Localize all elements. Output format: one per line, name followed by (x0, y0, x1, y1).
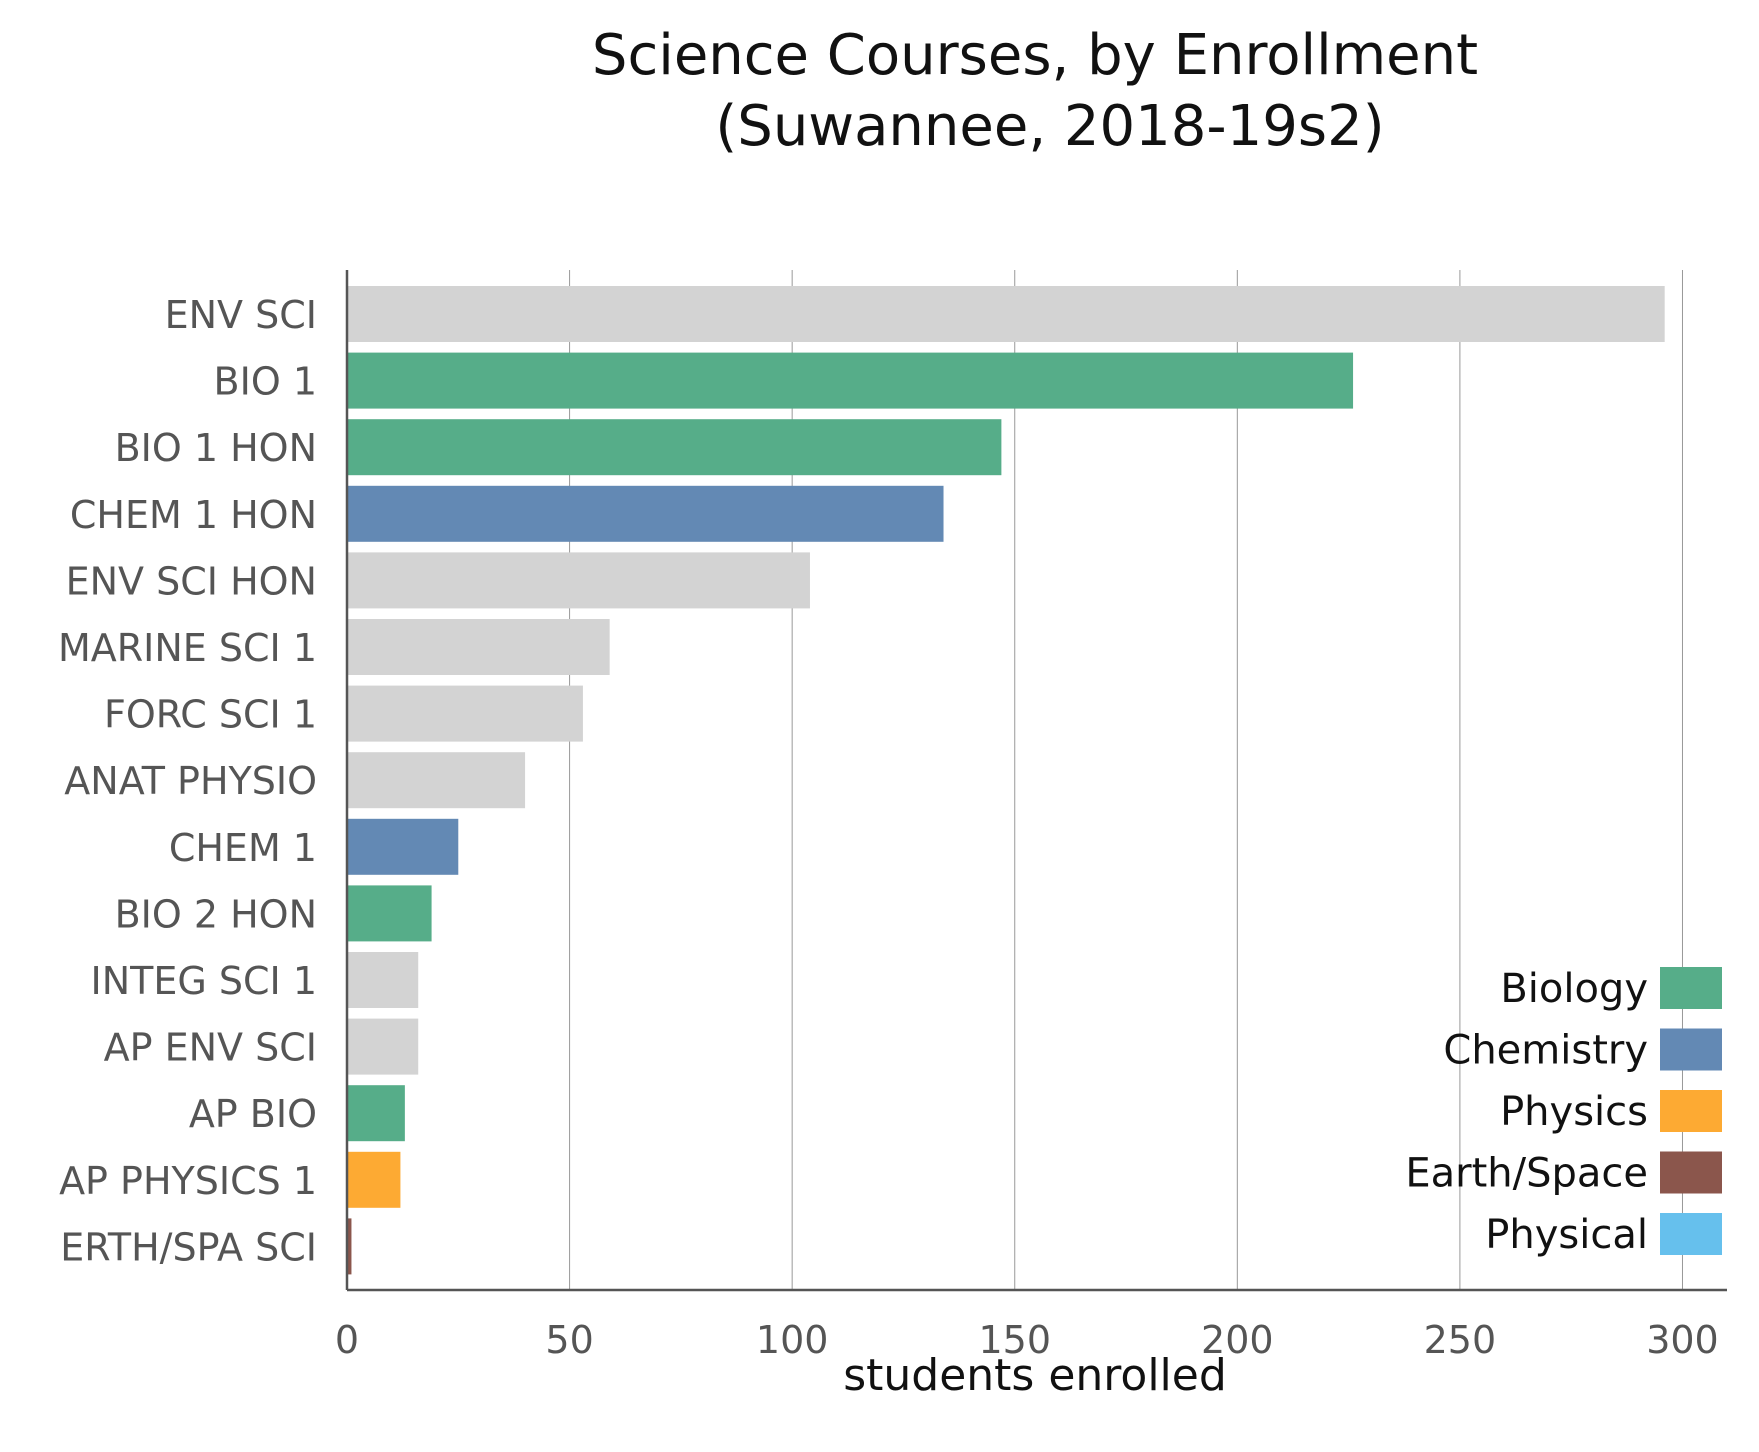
x-tick-label-0: 0 (335, 1318, 359, 1362)
x-tick-labels: 0 50 100 150 200 250 300 (335, 1318, 1719, 1362)
x-tick-label-300: 300 (1646, 1318, 1719, 1362)
bar-ap-physics-1 (347, 1151, 401, 1208)
category-label: BIO 1 (214, 360, 317, 404)
legend-swatch-physical (1660, 1213, 1722, 1255)
bar-bio-2-hon (347, 885, 432, 942)
bar-env-sci-hon (347, 552, 810, 609)
bar-erth-spa-sci (347, 1218, 352, 1275)
category-label: ENV SCI HON (66, 559, 317, 603)
legend-swatch-physics (1660, 1090, 1722, 1132)
axes (345, 270, 1727, 1292)
bar-chem-1-hon (347, 485, 944, 542)
category-label: ERTH/SPA SCI (60, 1225, 317, 1269)
category-label: CHEM 1 HON (70, 493, 317, 537)
x-tick-label-150: 150 (978, 1318, 1051, 1362)
legend: Biology Chemistry Physics Earth/Space Physic… (1405, 966, 1722, 1258)
legend-swatch-earth-space (1660, 1151, 1722, 1194)
x-tick-label-200: 200 (1201, 1318, 1274, 1362)
category-label: AP ENV SCI (104, 1026, 317, 1070)
x-tick-label-100: 100 (756, 1318, 829, 1362)
category-label: ENV SCI (165, 293, 317, 337)
category-label: ANAT PHYSIO (64, 759, 317, 803)
x-axis-label: students enrolled (843, 1350, 1227, 1401)
category-label: AP BIO (189, 1092, 317, 1136)
bar-chem-1 (347, 818, 459, 875)
category-label: BIO 2 HON (115, 892, 317, 936)
bar-ap-bio (347, 1085, 405, 1142)
legend-swatch-biology (1660, 967, 1722, 1009)
bar-env-sci (347, 286, 1665, 342)
category-label: BIO 1 HON (115, 426, 317, 470)
bar-bio-1-hon (347, 419, 1002, 476)
bars (347, 286, 1665, 1275)
x-tick-label-250: 250 (1424, 1318, 1497, 1362)
category-label: INTEG SCI 1 (91, 959, 318, 1003)
bar-marine-sci-1 (347, 619, 610, 675)
legend-label-earth-space: Earth/Space (1405, 1151, 1648, 1197)
legend-label-physical: Physical (1485, 1212, 1648, 1258)
category-labels: ENV SCI BIO 1 BIO 1 HON CHEM 1 HON ENV SCI H… (58, 293, 317, 1269)
bar-bio-1 (347, 352, 1354, 409)
chart-subtitle: (Suwannee, 2018-19s2) (715, 94, 1384, 159)
category-label: FORC SCI 1 (104, 693, 317, 737)
bar-anat-physio (347, 752, 526, 809)
bar-forc-sci-1 (347, 685, 583, 742)
bar-integ-sci-1 (347, 952, 419, 1008)
bar-ap-env-sci (347, 1018, 419, 1075)
category-label: MARINE SCI 1 (58, 626, 317, 670)
legend-swatch-chemistry (1660, 1028, 1722, 1071)
category-label: CHEM 1 (169, 826, 317, 870)
legend-label-biology: Biology (1500, 966, 1648, 1012)
x-tick-label-50: 50 (545, 1318, 593, 1362)
category-label: AP PHYSICS 1 (59, 1159, 317, 1203)
legend-label-physics: Physics (1500, 1089, 1648, 1135)
legend-label-chemistry: Chemistry (1443, 1028, 1648, 1074)
chart-title: Science Courses, by Enrollment (592, 23, 1478, 88)
